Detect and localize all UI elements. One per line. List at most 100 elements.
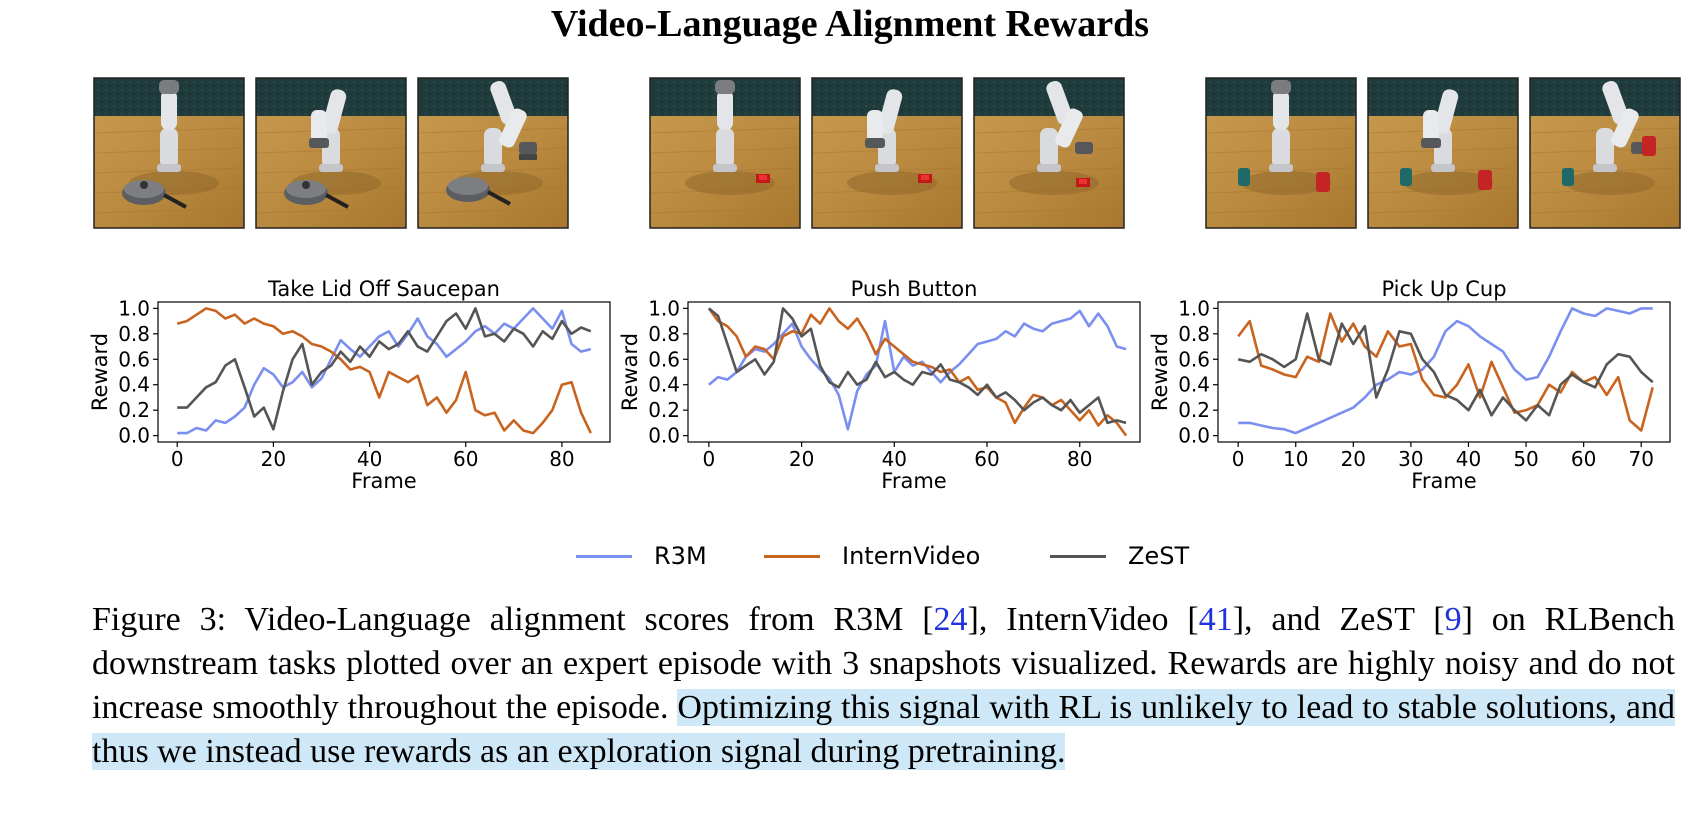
saucepan-object-icon — [122, 180, 187, 209]
y-tick-label: 0.6 — [118, 347, 150, 371]
y-axis-label: Reward — [1150, 333, 1172, 411]
plot-frame — [1217, 301, 1671, 443]
robot-arm-icon — [1421, 89, 1459, 172]
x-tick-label: 70 — [1628, 447, 1653, 471]
legend-label: ZeST — [1128, 542, 1190, 570]
caption-text: ], InternVideo [ — [967, 601, 1199, 638]
legend-item-zest: ZeST — [1050, 536, 1189, 576]
y-axis-label: Reward — [90, 333, 112, 411]
y-tick-label: 0.0 — [118, 424, 150, 448]
y-tick-label: 0.6 — [1178, 347, 1210, 371]
y-tick-label: 1.0 — [118, 296, 150, 320]
series-line-zest — [708, 307, 1127, 425]
snapshot-strip — [93, 77, 1681, 229]
x-axis-label: Frame — [351, 469, 416, 493]
cup-object-icon — [1562, 136, 1656, 186]
series-line-internvideo — [176, 307, 592, 435]
x-tick-label: 40 — [882, 447, 907, 471]
x-tick-label: 60 — [974, 447, 999, 471]
robot-arm-icon — [1269, 80, 1293, 172]
citation-link[interactable]: 24 — [933, 601, 968, 638]
snapshot-saucepan-frame-start — [93, 77, 245, 229]
saucepan-object-icon — [446, 154, 537, 206]
chart-legend: R3M InternVideo ZeST — [0, 536, 1700, 576]
caption-text: ], and ZeST [ — [1232, 601, 1445, 638]
snapshot-saucepan-frame-end — [417, 77, 569, 229]
citation-link[interactable]: 41 — [1198, 601, 1233, 638]
y-tick-label: 0.2 — [118, 398, 150, 422]
legend-line-r3m — [576, 554, 632, 558]
snapshot-button-frame-end — [973, 77, 1125, 229]
x-tick-label: 50 — [1513, 447, 1538, 471]
series-line-zest — [177, 307, 592, 431]
y-tick-label: 0.4 — [1178, 373, 1210, 397]
x-tick-label: 30 — [1398, 447, 1423, 471]
x-tick-label: 40 — [1456, 447, 1481, 471]
cup-object-icon — [1400, 168, 1492, 190]
x-tick-label: 60 — [1571, 447, 1596, 471]
y-tick-label: 1.0 — [648, 296, 680, 320]
snapshot-button-frame-start — [649, 77, 801, 229]
y-tick-label: 0.0 — [648, 424, 680, 448]
series-line-internvideo — [707, 307, 1128, 437]
x-axis-label: Frame — [881, 469, 946, 493]
x-tick-label: 80 — [1067, 447, 1092, 471]
legend-line-zest — [1050, 554, 1106, 558]
plot-frame — [157, 301, 611, 443]
snapshot-cup-frame-mid — [1367, 77, 1519, 229]
snapshot-cup-frame-start — [1205, 77, 1357, 229]
caption-text: ] on RLBench downstream tasks plotted ov… — [92, 601, 1675, 726]
snapshot-button-frame-mid — [811, 77, 963, 229]
x-tick-label: 20 — [261, 447, 286, 471]
button-object-icon — [1076, 178, 1090, 187]
robot-arm-icon — [865, 89, 903, 172]
legend-label: InternVideo — [842, 542, 981, 570]
series-line-zest — [1237, 312, 1654, 422]
legend-item-internvideo: InternVideo — [764, 536, 980, 576]
legend-line-internvideo — [764, 554, 820, 558]
snapshot-saucepan-frame-mid — [255, 77, 407, 229]
figure-title: Video-Language Alignment Rewards — [550, 3, 1150, 45]
y-tick-label: 0.0 — [1178, 424, 1210, 448]
robot-arm-icon — [309, 89, 347, 172]
chart-title: Push Button — [851, 277, 978, 301]
caption-text: Figure 3: Video-Language alignment score… — [92, 601, 934, 638]
y-tick-label: 0.6 — [648, 347, 680, 371]
button-object-icon — [918, 174, 932, 183]
y-axis-label: Reward — [620, 333, 642, 411]
x-tick-label: 40 — [357, 447, 382, 471]
series-line-r3m — [177, 307, 592, 435]
robot-arm-icon — [481, 80, 537, 172]
y-tick-label: 0.8 — [118, 322, 150, 346]
button-object-icon — [756, 174, 770, 183]
y-tick-label: 0.4 — [648, 373, 680, 397]
y-tick-label: 0.8 — [1178, 322, 1210, 346]
legend-label: R3M — [654, 542, 707, 570]
series-line-r3m — [708, 309, 1127, 431]
saucepan-object-icon — [284, 180, 349, 209]
robot-arm-icon — [713, 80, 737, 172]
x-tick-label: 60 — [453, 447, 478, 471]
y-tick-label: 1.0 — [1178, 296, 1210, 320]
x-tick-label: 0 — [702, 447, 715, 471]
chart-title: Pick Up Cup — [1381, 277, 1506, 301]
series-line-r3m — [1238, 307, 1653, 435]
plot-frame — [687, 301, 1141, 443]
x-tick-label: 0 — [171, 447, 184, 471]
y-tick-label: 0.4 — [118, 373, 150, 397]
chart-push-button: Push Button 0 20 40 60 80 0.00.20.40.60.81.0 Fr… — [620, 277, 1141, 493]
x-axis-label: Frame — [1411, 469, 1476, 493]
y-tick-label: 0.2 — [648, 398, 680, 422]
robot-arm-icon — [157, 80, 181, 172]
robot-arm-icon — [1037, 80, 1093, 172]
figure-caption: Figure 3: Video-Language alignment score… — [92, 598, 1676, 774]
x-tick-label: 20 — [1341, 447, 1366, 471]
citation-link[interactable]: 9 — [1444, 601, 1462, 638]
x-tick-label: 20 — [789, 447, 814, 471]
cup-object-icon — [1238, 168, 1330, 192]
y-tick-label: 0.2 — [1178, 398, 1210, 422]
snapshot-cup-frame-end — [1529, 77, 1681, 229]
chart-title: Take Lid Off Saucepan — [267, 277, 500, 301]
legend-item-r3m: R3M — [576, 536, 707, 576]
